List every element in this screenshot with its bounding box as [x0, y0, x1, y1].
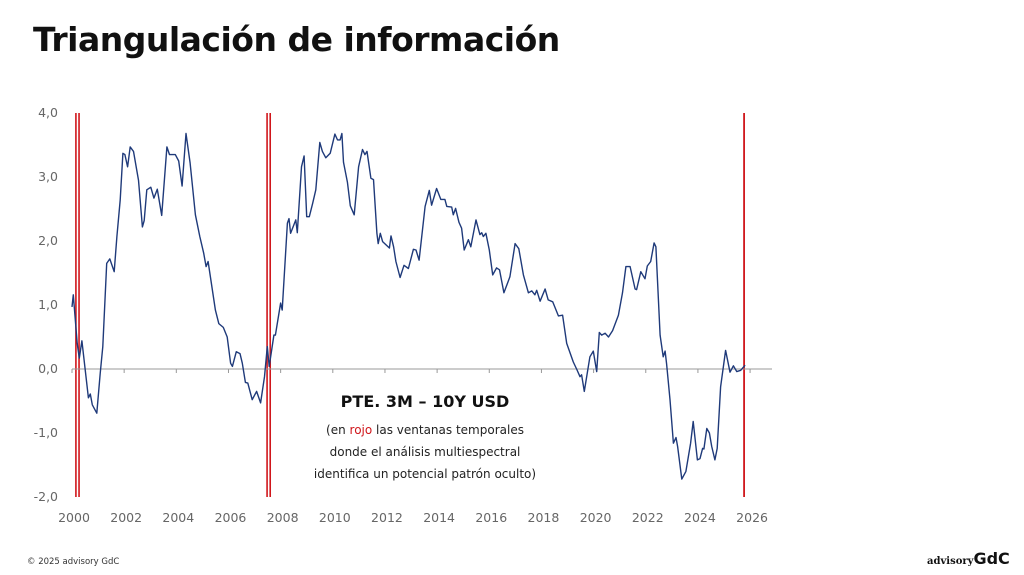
x-tick-label: 2022 [632, 510, 664, 525]
y-tick-label: 4,0 [38, 105, 58, 120]
brand-logo: advisoryGdC [927, 549, 1010, 568]
y-tick-label: 0,0 [38, 361, 58, 376]
y-tick-label: -1,0 [34, 425, 58, 440]
x-tick-label: 2010 [319, 510, 351, 525]
x-tick-label: 2002 [110, 510, 142, 525]
x-tick-label: 2016 [475, 510, 507, 525]
y-tick-label: -2,0 [34, 489, 58, 504]
x-tick-label: 2024 [684, 510, 716, 525]
y-tick-label: 1,0 [38, 297, 58, 312]
annotation-heading: PTE. 3M – 10Y USD [340, 392, 510, 411]
y-axis-labels: 4,0 3,0 2,0 1,0 0,0 -1,0 -2,0 [34, 105, 58, 504]
annotation-red-word: rojo [349, 423, 373, 437]
annotation-text: (en [326, 423, 350, 437]
x-tick-label: 2006 [215, 510, 247, 525]
annotation-line-1: (en rojo las ventanas temporales [300, 419, 550, 441]
x-tick-label: 2020 [580, 510, 612, 525]
x-tick-label: 2018 [528, 510, 560, 525]
red-windows [75, 113, 745, 497]
copyright-footer: © 2025 advisory GdC [27, 557, 120, 567]
logo-brand: GdC [973, 549, 1010, 568]
x-tick-label: 2012 [371, 510, 403, 525]
x-axis-labels: 2000 2002 2004 2006 2008 2010 2012 2014 2016 2018… [58, 510, 768, 525]
chart-annotation: PTE. 3M – 10Y USD (en rojo las ventanas … [300, 392, 550, 485]
annotation-line-3: identifica un potencial patrón oculto) [313, 467, 537, 481]
x-tick-label: 2026 [736, 510, 768, 525]
x-tick-label: 2004 [162, 510, 194, 525]
page-title: Triangulación de información [33, 20, 560, 59]
annotation-line-2: donde el análisis multiespectral [329, 445, 521, 459]
y-tick-label: 2,0 [38, 233, 58, 248]
y-tick-label: 3,0 [38, 169, 58, 184]
x-axis [71, 368, 772, 373]
x-tick-label: 2014 [423, 510, 455, 525]
x-tick-label: 2008 [267, 510, 299, 525]
series-line [71, 132, 746, 480]
logo-prefix: advisory [927, 556, 974, 567]
annotation-text: las ventanas temporales [372, 423, 524, 437]
x-tick-label: 2000 [58, 510, 90, 525]
